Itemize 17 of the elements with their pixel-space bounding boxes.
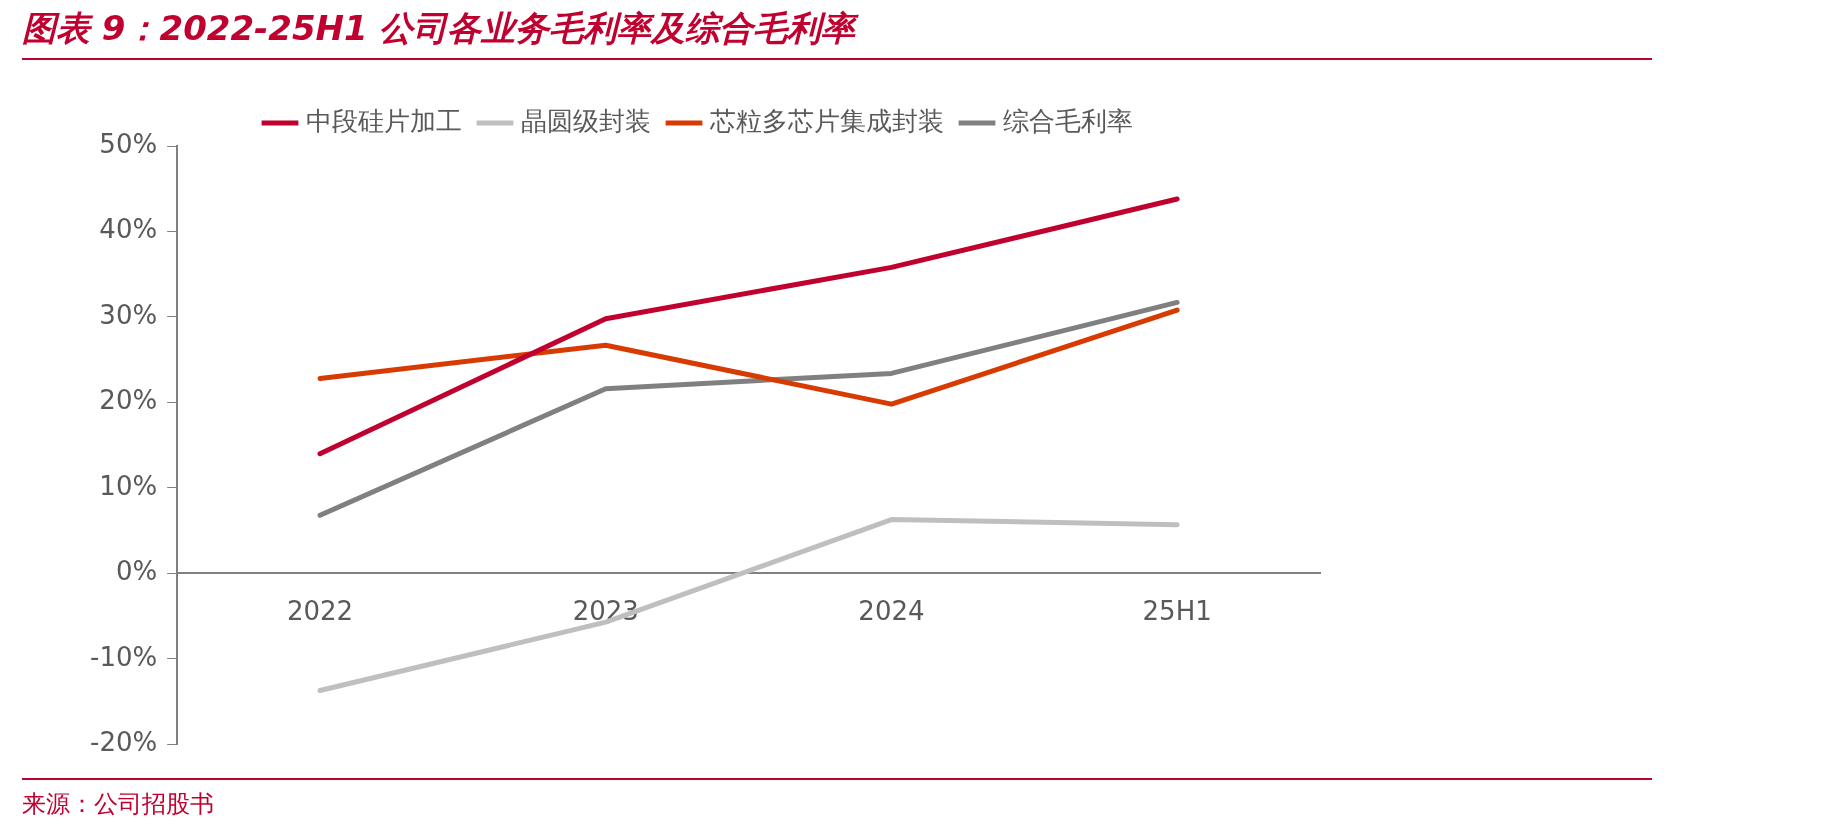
legend-label: 中段硅片加工 [306, 105, 462, 136]
y-tick-label: 50% [99, 128, 158, 159]
y-tick-label: 20% [99, 385, 158, 416]
legend-label: 芯粒多芯片集成封装 [709, 105, 944, 136]
y-tick-label: 10% [99, 470, 158, 501]
x-tick-label: 2022 [286, 595, 354, 626]
y-tick-label: 40% [99, 214, 158, 245]
legend-label: 综合毛利率 [1003, 105, 1133, 136]
y-tick-label: 0% [115, 556, 158, 587]
chart-title: 图表 9：2022-25H1 公司各业务毛利率及综合毛利率 [22, 6, 1652, 60]
y-tick-label: -20% [90, 727, 158, 758]
legend-label: 晶圆级封装 [521, 105, 651, 136]
source-note: 来源：公司招股书 [22, 778, 1652, 820]
x-tick-label: 25H1 [1142, 595, 1212, 626]
y-tick-label: 30% [99, 299, 158, 330]
y-tick-label: -10% [90, 641, 158, 672]
x-tick-label: 2024 [858, 595, 925, 626]
